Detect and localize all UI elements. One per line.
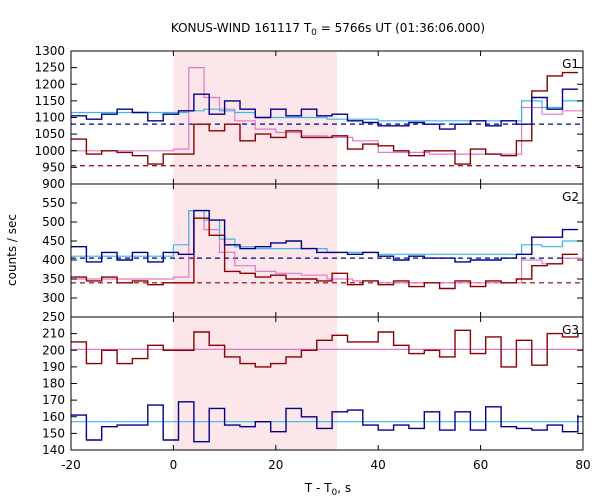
g2-y-tick-label: 550 (42, 196, 65, 210)
g1-y-tick-label: 1100 (34, 111, 65, 125)
g3-y-tick-label: 160 (42, 410, 65, 424)
g2-y-tick-label: 250 (42, 310, 65, 324)
g3-y-tick-label: 140 (42, 443, 65, 457)
g3-y-tick-label: 180 (42, 377, 65, 391)
g2-y-tick-label: 400 (42, 253, 65, 267)
g1-y-tick-label: 1050 (34, 127, 65, 141)
plot-layer: 900 950 1000 1050 1100 1150 1200 1250 1300 G1 250 3… (34, 44, 590, 472)
g3-y-tick-label: 190 (42, 360, 65, 374)
g2-blue-step-series (71, 209, 578, 263)
x-tick-label: 0 (170, 458, 178, 472)
g3-red-step-series (71, 329, 579, 368)
g1-blue-step-series (71, 88, 578, 130)
x-tick-label: 60 (473, 458, 488, 472)
x-tick-label: 40 (371, 458, 386, 472)
g1-y-tick-label: 1150 (34, 94, 65, 108)
g3-panel-label: G3 (562, 323, 579, 337)
x-tick-label: 80 (575, 458, 590, 472)
g1-y-tick-label: 950 (42, 160, 65, 174)
g2-y-tick-label: 450 (42, 234, 65, 248)
g1-y-tick-label: 1300 (34, 44, 65, 58)
g1-panel-label: G1 (562, 57, 579, 71)
g3-y-tick-label: 170 (42, 393, 65, 407)
g2-y-tick-label: 350 (42, 272, 65, 286)
g1-y-tick-label: 900 (42, 177, 65, 191)
g3-blue-step-series (71, 401, 579, 443)
g2-panel-label: G2 (562, 190, 579, 204)
x-tick-label: 20 (268, 458, 283, 472)
g2-y-tick-label: 300 (42, 291, 65, 305)
g3-y-tick-label: 210 (42, 327, 65, 341)
g3-y-tick-label: 200 (42, 343, 65, 357)
x-tick-label: -20 (61, 458, 81, 472)
chart-title: KONUS-WIND 161117 T0 = 5766s UT (01:36:0… (171, 21, 485, 38)
g1-y-tick-label: 1200 (34, 77, 65, 91)
g1-red-step-series (71, 71, 578, 165)
g2-y-tick-label: 500 (42, 215, 65, 229)
y-axis-label: counts / sec (5, 214, 19, 286)
g2-red-step-series (71, 217, 578, 290)
g3-y-tick-label: 150 (42, 426, 65, 440)
g1-y-tick-label: 1250 (34, 61, 65, 75)
x-axis-label: T - T0, s (304, 481, 351, 498)
g1-y-tick-label: 1000 (34, 144, 65, 158)
